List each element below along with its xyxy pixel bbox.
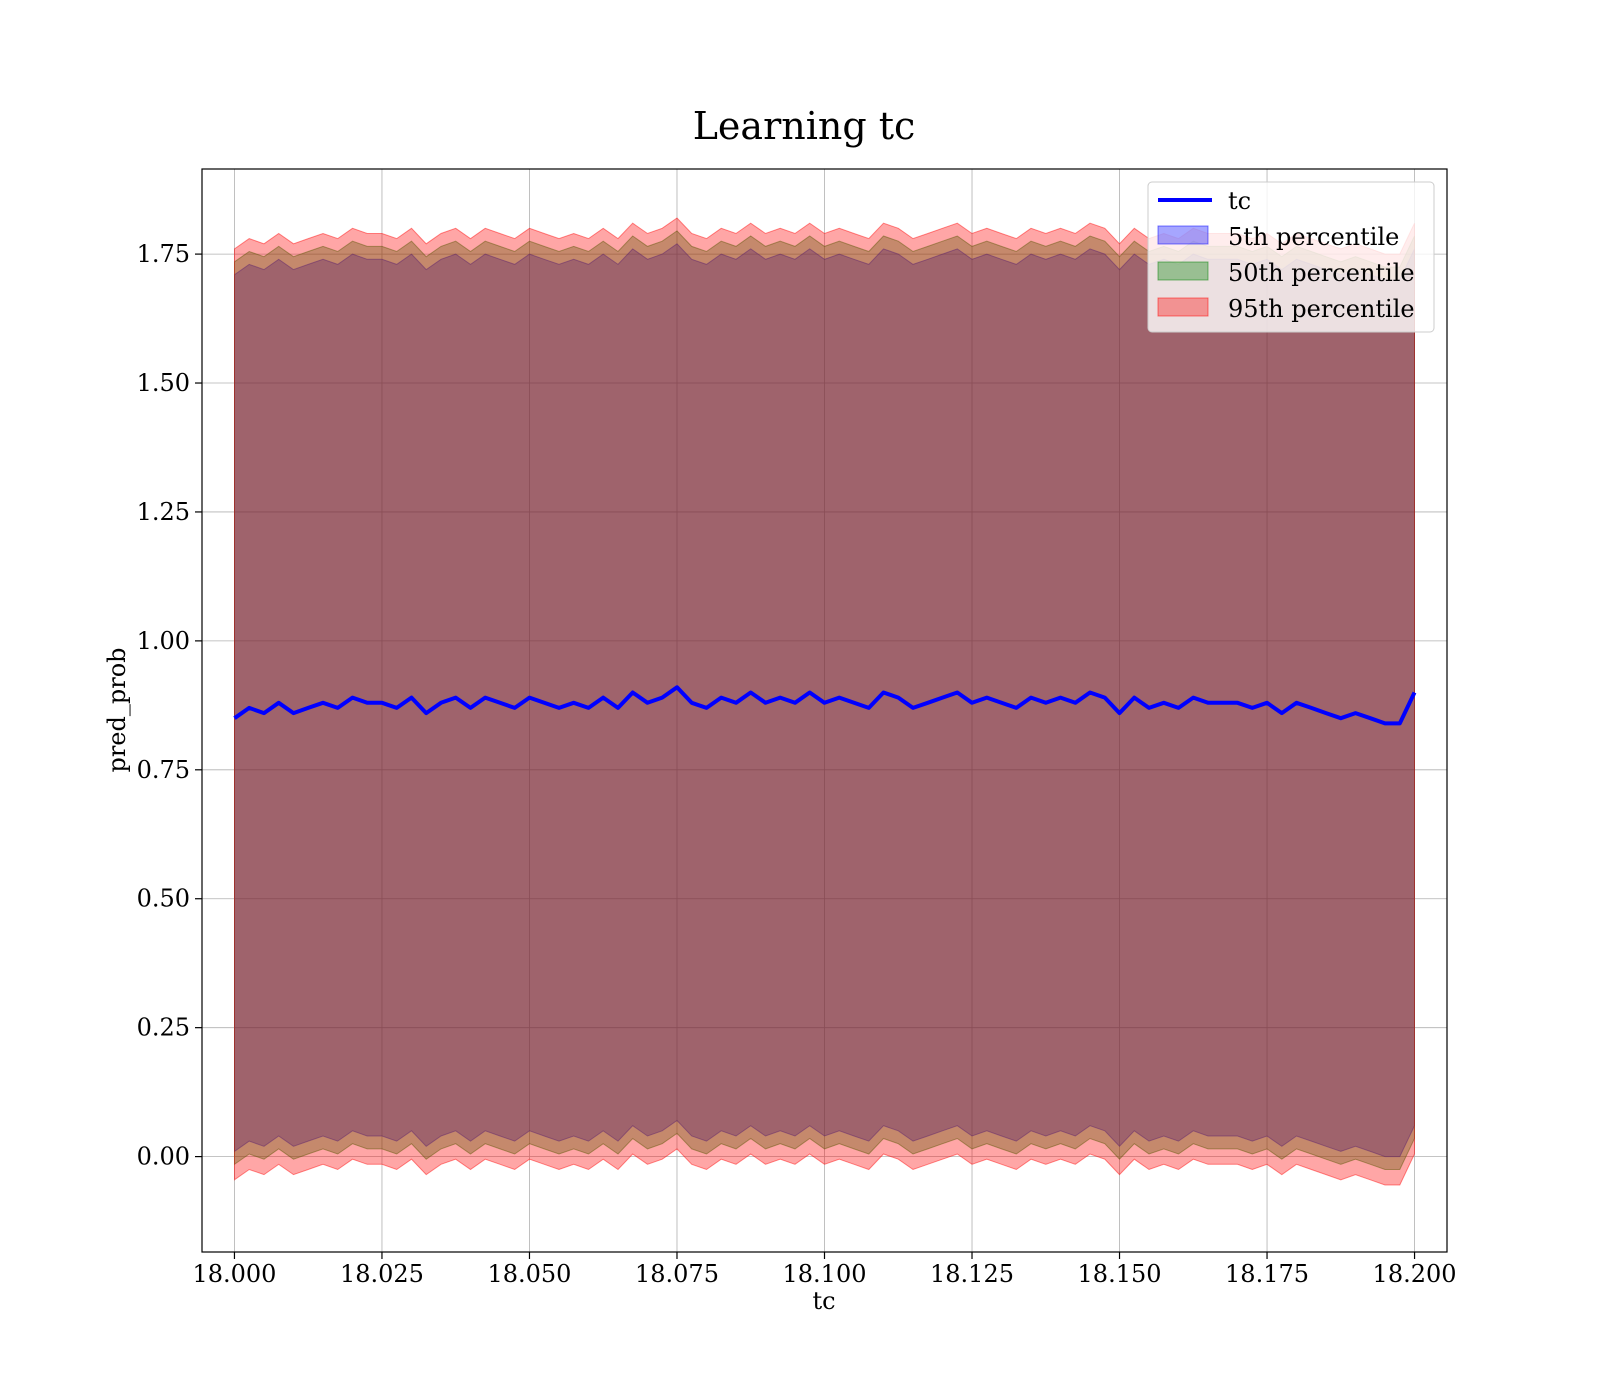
x-tick-label: 18.150 bbox=[1078, 1260, 1162, 1288]
legend-label-50th: 50th percentile bbox=[1228, 259, 1415, 287]
y-tick-label: 1.50 bbox=[137, 369, 190, 397]
x-tick-label: 18.125 bbox=[930, 1260, 1014, 1288]
y-tick-label: 0.00 bbox=[137, 1143, 190, 1171]
legend-swatch-5th bbox=[1157, 225, 1209, 245]
x-tick-label: 18.000 bbox=[192, 1260, 276, 1288]
legend-label-95th: 95th percentile bbox=[1228, 295, 1415, 323]
legend-swatch-95th bbox=[1157, 297, 1209, 317]
y-tick-label: 1.75 bbox=[137, 240, 190, 268]
x-tick-label: 18.050 bbox=[487, 1260, 571, 1288]
x-axis-label: tc bbox=[812, 1287, 835, 1315]
y-tick-label: 0.25 bbox=[137, 1014, 190, 1042]
x-tick-label: 18.025 bbox=[340, 1260, 424, 1288]
legend: tc 5th percentile 50th percentile 95th p… bbox=[1147, 181, 1435, 333]
x-tick-label: 18.200 bbox=[1373, 1260, 1457, 1288]
legend-box bbox=[1147, 181, 1435, 333]
percentile-bands bbox=[234, 217, 1415, 1186]
grid-lines bbox=[202, 169, 1447, 1252]
y-axis-label: pred_prob bbox=[103, 647, 131, 772]
tc-series bbox=[233, 685, 1417, 726]
series-line-tc bbox=[233, 685, 1417, 726]
y-axis-ticks: 0.00 0.25 0.50 0.75 1.00 1.25 1.50 1.75 bbox=[137, 240, 202, 1171]
x-tick-label: 18.075 bbox=[635, 1260, 719, 1288]
x-tick-label: 18.175 bbox=[1225, 1260, 1309, 1288]
y-tick-label: 0.75 bbox=[137, 756, 190, 784]
legend-swatch-50th bbox=[1157, 261, 1209, 281]
band-5th-percentile bbox=[234, 243, 1415, 1158]
y-tick-label: 1.00 bbox=[137, 627, 190, 655]
chart-title: Learning tc bbox=[693, 104, 916, 148]
x-tick-label: 18.100 bbox=[783, 1260, 867, 1288]
y-tick-label: 1.25 bbox=[137, 498, 190, 526]
legend-label-tc: tc bbox=[1228, 187, 1251, 215]
band-50th-percentile bbox=[234, 230, 1415, 1170]
x-axis-ticks: 18.000 18.025 18.050 18.075 18.100 18.125 18.1… bbox=[192, 1252, 1457, 1288]
legend-label-5th: 5th percentile bbox=[1228, 223, 1399, 251]
y-tick-label: 0.50 bbox=[137, 885, 190, 913]
